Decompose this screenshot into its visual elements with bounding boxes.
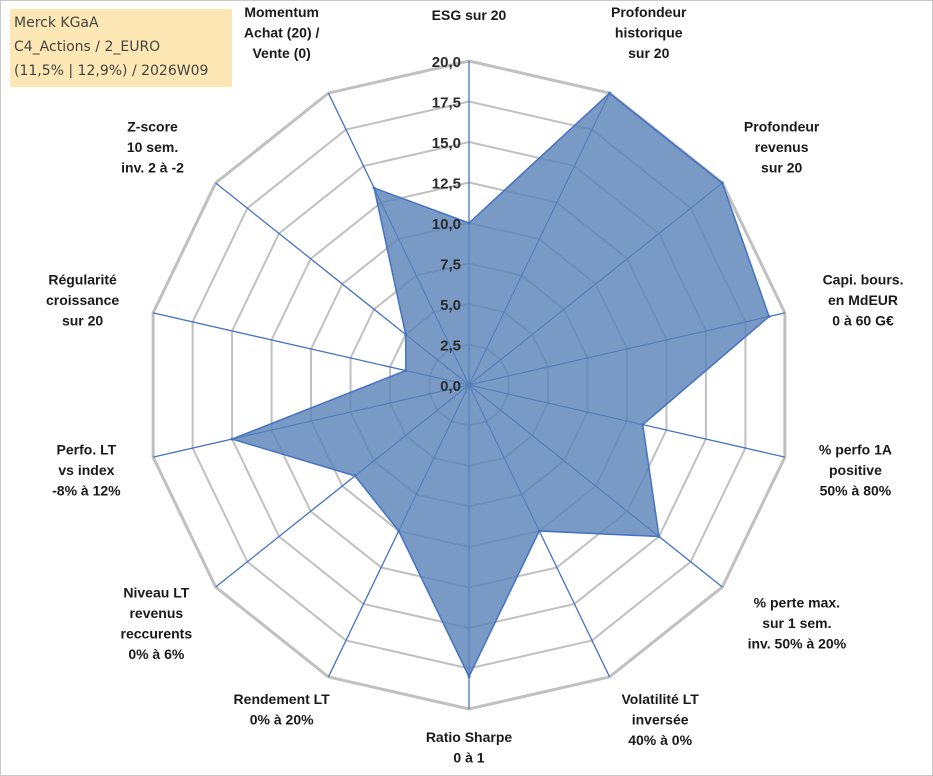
data-point-3 bbox=[767, 315, 771, 319]
axis-label-5-line-0: % perte max. bbox=[754, 595, 840, 611]
axis-label-9-line-1: revenus bbox=[129, 605, 183, 621]
data-point-2 bbox=[720, 181, 724, 185]
axis-label-2-line-1: revenus bbox=[755, 139, 809, 155]
axis-label-11-line-1: croissance bbox=[46, 292, 119, 308]
axis-label-5: % perte max. sur 1 sem. inv. 50% à 20% bbox=[748, 595, 847, 652]
axis-label-3-line-2: 0 à 60 G€ bbox=[832, 312, 894, 328]
axis-label-0-line-0: Note bbox=[453, 1, 484, 3]
axis-label-12-line-0: Z-score bbox=[127, 118, 178, 134]
axis-label-4: % perfo 1A positive 50% à 80% bbox=[819, 442, 892, 499]
axis-label-0-line-1: ESG sur 20 bbox=[432, 7, 507, 23]
tick-label-2: 5,0 bbox=[440, 297, 461, 314]
axis-label-2-line-0: Profondeur bbox=[744, 118, 820, 134]
data-point-6 bbox=[537, 529, 541, 533]
performance-period: (11,5% | 12,9%) / 2026W09 bbox=[14, 63, 209, 79]
axis-label-4-line-0: % perfo 1A bbox=[819, 442, 892, 458]
tick-label-6: 15,0 bbox=[432, 135, 461, 152]
axis-label-7-line-0: Ratio Sharpe bbox=[426, 729, 513, 745]
tick-label-4: 10,0 bbox=[432, 216, 461, 233]
axis-label-11-line-0: Régularité bbox=[48, 271, 117, 287]
axis-label-0: Note ESG sur 20 bbox=[432, 1, 507, 23]
axis-label-8-line-1: 0% à 20% bbox=[250, 712, 314, 728]
axis-label-6-line-1: inversée bbox=[632, 712, 689, 728]
axis-label-6: Volatilité LT inversée 40% à 0% bbox=[622, 691, 700, 748]
info-box: Merck KGaA C4_Actions / 2_EURO (11,5% | … bbox=[10, 9, 232, 87]
axis-label-12: Z-score 10 sem. inv. 2 à -2 bbox=[121, 118, 184, 175]
data-point-0 bbox=[467, 221, 471, 225]
data-point-11 bbox=[404, 369, 408, 373]
axis-label-6-line-2: 40% à 0% bbox=[628, 732, 692, 748]
axis-label-13-line-0: Momentum bbox=[244, 4, 319, 20]
data-point-12 bbox=[404, 332, 408, 336]
axis-label-12-line-2: inv. 2 à -2 bbox=[121, 159, 184, 175]
axis-label-1-line-2: sur 20 bbox=[628, 45, 669, 61]
axis-label-1-line-0: Profondeur bbox=[611, 4, 687, 20]
axis-label-4-line-1: positive bbox=[829, 462, 882, 478]
company-name: Merck KGaA bbox=[14, 15, 99, 31]
axis-label-10-line-0: Perfo. LT bbox=[57, 442, 117, 458]
axis-label-5-line-2: inv. 50% à 20% bbox=[748, 636, 847, 652]
tick-label-3: 7,5 bbox=[440, 257, 461, 274]
axis-label-6-line-0: Volatilité LT bbox=[622, 691, 700, 707]
axis-label-13-line-2: Vente (0) bbox=[252, 45, 310, 61]
axis-label-10: Perfo. LT vs index -8% à 12% bbox=[52, 442, 121, 499]
axis-label-2: Profondeur revenus sur 20 bbox=[744, 118, 820, 175]
tick-label-8: 20,0 bbox=[432, 54, 461, 71]
tick-label-7: 17,5 bbox=[432, 95, 461, 112]
axis-label-7: Ratio Sharpe 0 à 1 bbox=[426, 729, 513, 766]
tick-label-5: 12,5 bbox=[432, 176, 461, 193]
axis-label-13-line-1: Achat (20) / bbox=[244, 24, 320, 40]
axis-label-7-line-1: 0 à 1 bbox=[453, 750, 484, 766]
tick-label-1: 2,5 bbox=[440, 338, 461, 355]
axis-label-3-line-0: Capi. bours. bbox=[823, 271, 904, 287]
data-point-10 bbox=[230, 437, 234, 441]
axis-label-9-line-0: Niveau LT bbox=[123, 584, 189, 600]
axis-label-3-line-1: en MdEUR bbox=[828, 292, 898, 308]
axis-label-11: Régularité croissance sur 20 bbox=[46, 271, 119, 328]
axis-labels: Note ESG sur 20 Profondeur historique sur 20… bbox=[46, 1, 903, 766]
axis-label-4-line-2: 50% à 80% bbox=[820, 483, 892, 499]
data-series bbox=[229, 91, 771, 679]
axis-label-1-line-1: historique bbox=[615, 24, 683, 40]
axis-label-9-line-3: 0% à 6% bbox=[128, 646, 185, 662]
tick-label-0: 0,0 bbox=[440, 378, 461, 395]
axis-label-11-line-2: sur 20 bbox=[62, 312, 103, 328]
axis-label-10-line-2: -8% à 12% bbox=[52, 483, 121, 499]
axis-label-13: Momentum Achat (20) / Vente (0) bbox=[244, 4, 320, 61]
axis-label-10-line-1: vs index bbox=[58, 462, 114, 478]
axis-label-5-line-1: sur 1 sem. bbox=[762, 615, 831, 631]
axis-label-9-line-2: reccurents bbox=[121, 625, 193, 641]
portfolio-category: C4_Actions / 2_EURO bbox=[14, 39, 161, 55]
series-area bbox=[229, 92, 770, 679]
axis-label-12-line-1: 10 sem. bbox=[127, 139, 178, 155]
axis-label-9: Niveau LT revenus reccurents 0% à 6% bbox=[121, 584, 193, 662]
axis-label-2-line-2: sur 20 bbox=[761, 159, 802, 175]
axis-label-1: Profondeur historique sur 20 bbox=[611, 4, 687, 61]
data-point-7 bbox=[467, 675, 471, 679]
data-point-5 bbox=[657, 535, 661, 539]
data-point-9 bbox=[353, 474, 357, 478]
data-point-1 bbox=[608, 91, 612, 95]
tick-labels: 0,0 2,5 5,0 7,5 10,0 12,5 15,0 17,5 20,0 bbox=[432, 54, 461, 395]
data-point-13 bbox=[372, 186, 376, 190]
axis-label-8: Rendement LT 0% à 20% bbox=[234, 691, 331, 728]
data-point-4 bbox=[641, 423, 645, 427]
axis-label-8-line-0: Rendement LT bbox=[234, 691, 331, 707]
axis-label-3: Capi. bours. en MdEUR 0 à 60 G€ bbox=[823, 271, 904, 328]
data-point-8 bbox=[397, 529, 401, 533]
